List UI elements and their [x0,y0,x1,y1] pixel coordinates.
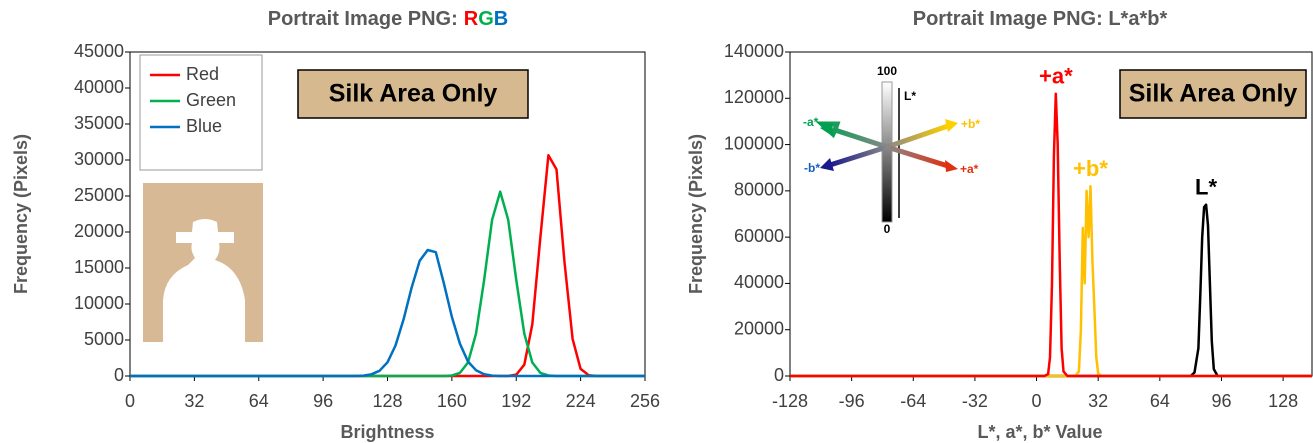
annotation-box [1119,69,1307,119]
silhouette [163,219,245,342]
x-tick-label: 64 [1150,391,1170,411]
y-tick-label: 20000 [74,221,124,241]
inset-label: +a* [960,162,979,176]
photo-inset [143,183,263,342]
inset-label: 0 [884,222,891,236]
inset-label: L* [904,89,916,103]
x-tick-label: -64 [900,391,926,411]
x-tick-label: 128 [372,391,402,411]
series-line [790,184,1312,378]
arrow-head [945,160,958,172]
x-tick-label: -32 [962,391,988,411]
arrow-head [820,158,834,171]
legend-label: Blue [186,116,222,136]
series-label: +b* [1073,156,1108,181]
y-tick-label: 25000 [74,185,124,205]
x-tick-label: 0 [1032,391,1042,411]
title-letter: B [494,8,508,30]
series-line [130,248,645,378]
x-tick-label: 192 [501,391,531,411]
y-tick-label: 100000 [724,133,784,153]
x-tick-label: 128 [1268,391,1298,411]
y-tick-label: 120000 [724,87,784,107]
legend-label: Green [186,90,236,110]
inset-label: -b* [804,161,820,175]
chart-title: Portrait Image PNG: L*a*b* [913,8,1168,30]
y-tick-label: 5000 [84,329,124,349]
annotation: Silk Area Only [1129,80,1298,108]
y-tick-label: 45000 [74,41,124,61]
x-tick-label: 32 [184,391,204,411]
lab-inset: 100 0 L* -a* +b* -b* +a* [803,64,980,236]
x-tick-label: -128 [772,391,808,411]
y-tick-label: 20000 [734,318,784,338]
y-axis-label: Frequency (Pixels) [686,134,706,294]
x-tick-label: 256 [630,391,660,411]
arrow-head [820,123,834,137]
title-letter: R [464,8,479,30]
x-tick-label: 96 [1211,391,1231,411]
y-tick-label: 0 [114,365,124,385]
y-tick-label: 140000 [724,41,784,61]
series-label: +a* [1039,63,1073,88]
y-tick-label: 0 [774,365,784,385]
x-tick-label: 64 [249,391,269,411]
x-axis-label: Brightness [340,422,434,442]
series-line [790,92,1312,378]
y-tick-label: 10000 [74,293,124,313]
x-tick-label: 224 [566,391,596,411]
y-tick-label: 35000 [74,113,124,133]
x-axis-label: L*, a*, b* Value [977,422,1102,442]
y-tick-label: 80000 [734,180,784,200]
x-tick-label: 160 [437,391,467,411]
pos-a-arrow [886,144,949,169]
x-tick-label: -96 [839,391,865,411]
inset-label: -a* [803,115,819,129]
x-tick-label: 0 [125,391,135,411]
inset-label: 100 [877,64,897,78]
y-tick-label: 30000 [74,149,124,169]
y-tick-label: 40000 [734,272,784,292]
y-tick-label: 15000 [74,257,124,277]
chart-title: Portrait Image PNG: RGB [268,8,509,30]
annotation-box [297,69,529,119]
y-axis-label: Frequency (Pixels) [11,134,31,294]
title-text: Portrait Image PNG: L*a*b* [913,8,1168,30]
x-tick-label: 32 [1088,391,1108,411]
lightness-bar [881,81,893,223]
title-text: Portrait Image PNG: [268,8,458,30]
y-tick-label: 60000 [734,226,784,246]
inset-label: +b* [961,117,980,131]
y-tick-label: 40000 [74,77,124,97]
series-label: L* [1195,175,1217,200]
neg-b-arrow [829,144,888,168]
pos-b-arrow [886,123,949,150]
legend-label: Red [186,64,219,84]
x-tick-label: 96 [313,391,333,411]
title-letter: G [478,8,494,30]
annotation: Silk Area Only [329,80,498,108]
series-line [790,203,1312,378]
arrow-head [945,119,958,132]
